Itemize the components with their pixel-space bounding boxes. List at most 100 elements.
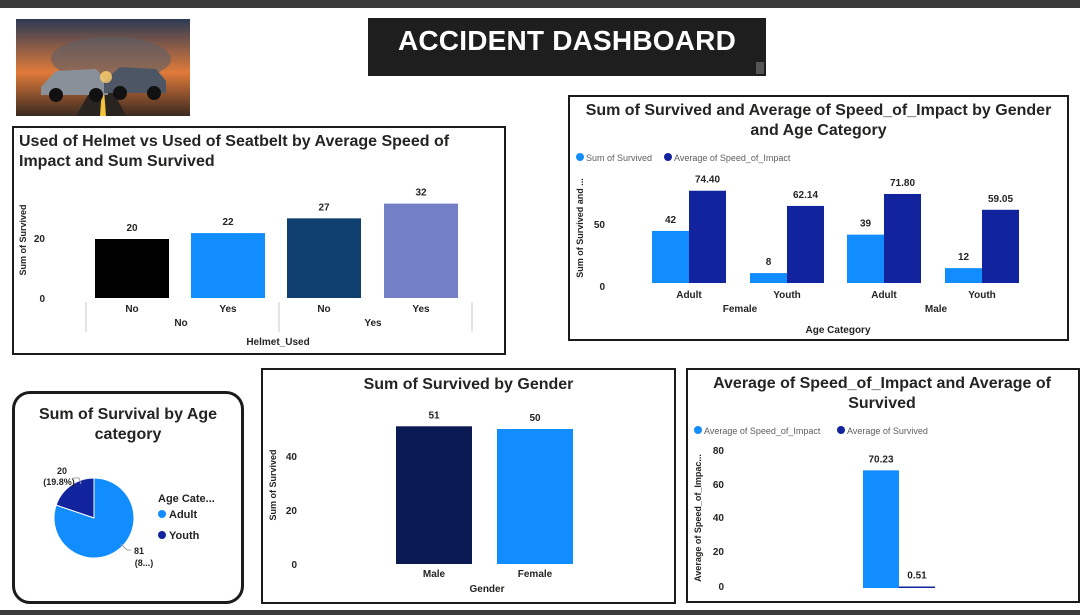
legend-marker bbox=[664, 153, 672, 161]
x-group-label: Male bbox=[925, 304, 948, 315]
x-axis-label: Age Category bbox=[805, 325, 870, 336]
x-tick-label: Youth bbox=[773, 290, 801, 301]
x-group-label: Female bbox=[723, 304, 758, 315]
x-tick-label: Adult bbox=[676, 290, 702, 301]
legend-label: Average of Survived bbox=[847, 426, 928, 436]
y-tick-label: 0 bbox=[718, 582, 724, 593]
data-label: 42 bbox=[665, 215, 677, 226]
legend-marker bbox=[158, 531, 166, 539]
bar bbox=[847, 234, 884, 283]
x-group-label: No bbox=[174, 318, 187, 329]
y-tick-label: 20 bbox=[713, 547, 725, 558]
y-tick-label: 80 bbox=[713, 446, 725, 457]
x-tick-label: Male bbox=[423, 569, 446, 580]
gender-survived-chart[interactable]: Sum of Survived by Gender 51 Male 50 Female… bbox=[261, 368, 676, 604]
data-label: 51 bbox=[428, 410, 440, 421]
x-tick-label: Female bbox=[518, 569, 553, 580]
x-axis-label: Helmet_Used bbox=[246, 337, 309, 348]
legend-label: Youth bbox=[169, 530, 200, 542]
age-pie-chart[interactable]: Sum of Survival by Age category 20 (19.8%… bbox=[12, 391, 244, 604]
data-label: 0.51 bbox=[907, 571, 927, 582]
leader-line bbox=[73, 477, 82, 485]
y-axis-label: Sum of Survived bbox=[268, 449, 278, 520]
age-pie-plot: 20(19.8%) 81 (8...) Age Cate... Adult Youth bbox=[43, 466, 215, 568]
y-tick-label: 60 bbox=[713, 480, 725, 491]
bar bbox=[191, 233, 265, 298]
bar bbox=[884, 193, 921, 283]
data-label: 22 bbox=[222, 217, 234, 228]
x-tick-label: Adult bbox=[871, 290, 897, 301]
y-tick-label: 0 bbox=[39, 294, 45, 305]
data-label: 62.14 bbox=[793, 190, 818, 201]
data-label: 39 bbox=[860, 219, 872, 230]
gender-age-plot: Sum of Survived Average of Speed_of_Impac… bbox=[575, 153, 1019, 336]
data-label: 27 bbox=[318, 202, 330, 213]
pie-slice bbox=[53, 477, 135, 559]
speed-survived-chart[interactable]: Average of Speed_of_Impact and Average o… bbox=[686, 368, 1080, 603]
y-axis-label: Sum of Survived and ... bbox=[575, 178, 585, 278]
bar bbox=[787, 205, 824, 283]
scroll-indicator bbox=[756, 62, 764, 74]
bar bbox=[95, 239, 169, 298]
chart-title: Used of Helmet vs Used of Seatbelt by Av… bbox=[19, 133, 450, 170]
bar bbox=[652, 230, 689, 283]
legend-label: Adult bbox=[169, 509, 197, 521]
legend-marker bbox=[837, 426, 845, 434]
y-tick-label: 40 bbox=[286, 452, 298, 463]
top-bar bbox=[0, 0, 1080, 8]
data-label: 32 bbox=[415, 188, 427, 199]
legend-label: Average of Speed_of_Impact bbox=[704, 426, 821, 436]
bar bbox=[396, 426, 472, 564]
gender-age-chart[interactable]: Sum of Survived and Average of Speed_of_… bbox=[568, 95, 1069, 341]
slice-label: 81 bbox=[134, 546, 144, 556]
speed-survived-plot: Average of Speed_of_Impact Average of Sur… bbox=[693, 426, 935, 593]
y-tick-label: 40 bbox=[713, 513, 725, 524]
y-tick-label: 20 bbox=[34, 234, 46, 245]
leader-line bbox=[120, 543, 131, 551]
x-tick-label: No bbox=[125, 304, 138, 315]
bar bbox=[287, 218, 361, 298]
chart-title: Sum of Survived and Average of Speed_of_… bbox=[585, 102, 1052, 139]
data-label: 74.40 bbox=[695, 175, 720, 186]
legend-marker bbox=[158, 510, 166, 518]
data-label: 59.05 bbox=[988, 194, 1013, 205]
x-tick-label: Yes bbox=[219, 304, 237, 315]
bottom-bar bbox=[0, 610, 1080, 615]
bar bbox=[497, 429, 573, 564]
data-label: 8 bbox=[766, 257, 772, 268]
data-label: 71.80 bbox=[890, 178, 915, 189]
x-tick-label: No bbox=[317, 304, 330, 315]
bar bbox=[689, 190, 726, 283]
y-tick-label: 0 bbox=[599, 282, 605, 293]
x-tick-label: Yes bbox=[412, 304, 430, 315]
data-label: 20 bbox=[126, 223, 138, 234]
legend-label: Sum of Survived bbox=[586, 153, 652, 163]
slice-label-pct: (8...) bbox=[135, 558, 154, 568]
gender-survived-plot: 51 Male 50 Female 40 20 0 Sum of Survived Gender bbox=[268, 410, 573, 595]
slice-label: 20 bbox=[57, 466, 67, 476]
y-tick-label: 50 bbox=[594, 220, 606, 231]
bar bbox=[945, 268, 982, 283]
helmet-seatbelt-chart[interactable]: Used of Helmet vs Used of Seatbelt by Av… bbox=[12, 126, 506, 355]
dashboard-title: ACCIDENT DASHBOARD bbox=[397, 25, 737, 56]
data-label: 70.23 bbox=[868, 454, 893, 465]
dashboard-title-box: ACCIDENT DASHBOARD bbox=[368, 18, 766, 76]
car-crash-image bbox=[16, 19, 190, 116]
data-label: 12 bbox=[958, 252, 970, 263]
bar bbox=[899, 586, 935, 588]
data-label: 50 bbox=[529, 413, 541, 424]
y-axis-label: Average of Speed_of_Impac... bbox=[693, 454, 703, 582]
helmet-seatbelt-plot: 20 No 22 Yes 27 No 32 Yes No Yes 20 0 Sum of Survive… bbox=[18, 188, 473, 348]
chart-title: Average of Speed_of_Impact and Average o… bbox=[713, 375, 1051, 412]
slice-label-pct: (19.8%) bbox=[43, 477, 75, 487]
y-tick-label: 0 bbox=[291, 560, 297, 571]
bar bbox=[982, 209, 1019, 283]
x-axis-label: Gender bbox=[469, 584, 504, 595]
legend-marker bbox=[576, 153, 584, 161]
legend-marker bbox=[694, 426, 702, 434]
x-tick-label: Youth bbox=[968, 290, 996, 301]
legend-label: Average of Speed_of_Impact bbox=[674, 153, 791, 163]
chart-title: Sum of Survival by Age category bbox=[38, 406, 218, 443]
legend-title: Age Cate... bbox=[158, 493, 215, 505]
chart-title: Sum of Survived by Gender bbox=[363, 376, 574, 393]
